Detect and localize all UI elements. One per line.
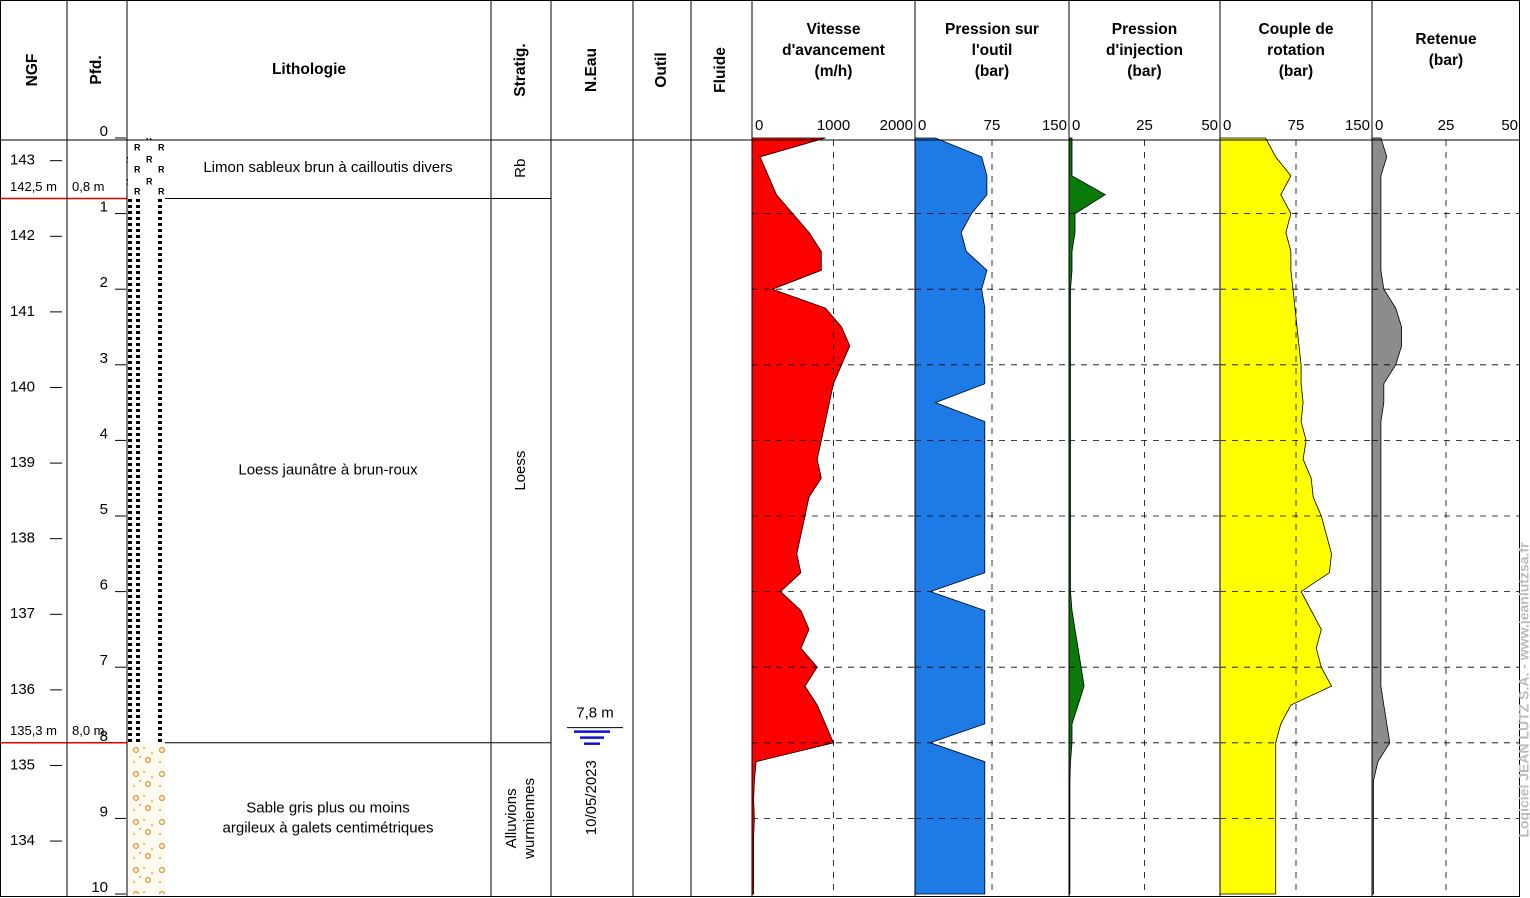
lithology-pattern: [127, 198, 165, 742]
chart-title: Pression: [1112, 21, 1177, 38]
chart-title: d'avancement: [782, 42, 885, 59]
water-date: 10/05/2023: [583, 760, 600, 835]
depth-tick-label: 7: [100, 652, 108, 669]
elevation-tick-label: 136: [10, 681, 35, 698]
water-depth: 7,8 m: [576, 705, 614, 722]
depth-tick-label: 0: [100, 123, 108, 140]
chart-title: rotation: [1267, 42, 1325, 59]
header-fluide: Fluide: [712, 47, 729, 93]
header-stratig: Stratig.: [512, 43, 529, 96]
chart-title: (bar): [1429, 52, 1463, 69]
depth-tick-label: 3: [100, 350, 108, 367]
chart-title: Retenue: [1415, 31, 1477, 48]
base-elevation: 135,3 m: [10, 723, 57, 738]
elevation-tick-label: 138: [10, 530, 35, 547]
x-tick-label: 75: [984, 117, 1001, 134]
depth-tick-label: 10: [91, 879, 108, 896]
x-tick-label: 1000: [817, 117, 850, 134]
stratigraphy: Loess: [512, 451, 529, 491]
chart-title: Pression sur: [945, 21, 1039, 38]
x-tick-label: 50: [1501, 117, 1518, 134]
lithology-description: Sable gris plus ou moins: [246, 799, 409, 816]
stratigraphy: wurmiennes: [521, 778, 538, 860]
elevation-tick-label: 140: [10, 378, 35, 395]
header-n-eau: N.Eau: [583, 48, 600, 92]
depth-tick-label: 4: [100, 425, 108, 442]
x-tick-label: 150: [1042, 117, 1067, 134]
elevation-tick-label: 134: [10, 832, 35, 849]
base-depth: 0,8 m: [72, 179, 105, 194]
x-tick-label: 25: [1438, 117, 1455, 134]
x-tick-label: 25: [1136, 117, 1153, 134]
elevation-tick-label: 142: [10, 227, 35, 244]
elevation-tick-label: 141: [10, 303, 35, 320]
x-tick-label: 2000: [880, 117, 913, 134]
depth-tick-label: 5: [100, 501, 108, 518]
x-tick-label: 50: [1201, 117, 1218, 134]
header-lithologie: Lithologie: [272, 61, 346, 78]
borehole-log: R R 012345678910143142141140139138137136…: [0, 0, 1530, 898]
x-tick-label: 0: [755, 117, 763, 134]
chart-title: l'outil: [972, 42, 1013, 59]
depth-tick-label: 2: [100, 274, 108, 291]
stratigraphy: Alluvions: [503, 788, 520, 848]
depth-tick-label: 1: [100, 199, 108, 216]
elevation-tick-label: 137: [10, 605, 35, 622]
base-depth: 8,0 m: [72, 723, 105, 738]
chart-title: (bar): [975, 63, 1009, 80]
lithology-description: argileux à galets centimétriques: [223, 819, 434, 836]
chart-title: Vitesse: [806, 21, 860, 38]
x-tick-label: 75: [1288, 117, 1305, 134]
background: [127, 138, 165, 894]
x-tick-label: 0: [918, 117, 926, 134]
content: 0123456789101431421411401391381371361351…: [0, 21, 1520, 897]
chart-title: (m/h): [815, 63, 853, 80]
header-ngf: NGF: [24, 54, 41, 87]
chart-title: Couple de: [1259, 21, 1334, 38]
chart-title: d'injection: [1106, 42, 1183, 59]
elevation-tick-label: 143: [10, 152, 35, 169]
lithology-pattern: [127, 743, 165, 894]
elevation-tick-label: 135: [10, 756, 35, 773]
stratigraphy: Rb: [512, 159, 529, 178]
x-tick-label: 0: [1375, 117, 1383, 134]
chart-title: (bar): [1279, 63, 1313, 80]
header-outil: Outil: [653, 52, 670, 87]
elevation-tick-label: 139: [10, 454, 35, 471]
x-tick-label: 0: [1072, 117, 1080, 134]
base-elevation: 142,5 m: [10, 179, 57, 194]
credit: Logiciel JEAN LUTZ S.A. - www.jeanlutzsa…: [1516, 542, 1530, 838]
x-tick-label: 0: [1223, 117, 1231, 134]
lithology-description: Loess jaunâtre à brun-roux: [238, 462, 418, 479]
x-tick-label: 150: [1345, 117, 1370, 134]
depth-tick-label: 9: [100, 803, 108, 820]
chart-title: (bar): [1127, 63, 1161, 80]
lithology-description: Limon sableux brun à cailloutis divers: [203, 159, 452, 176]
lithology-pattern: [127, 138, 165, 198]
depth-tick-label: 6: [100, 577, 108, 594]
header-pfd: Pfd.: [88, 55, 105, 84]
